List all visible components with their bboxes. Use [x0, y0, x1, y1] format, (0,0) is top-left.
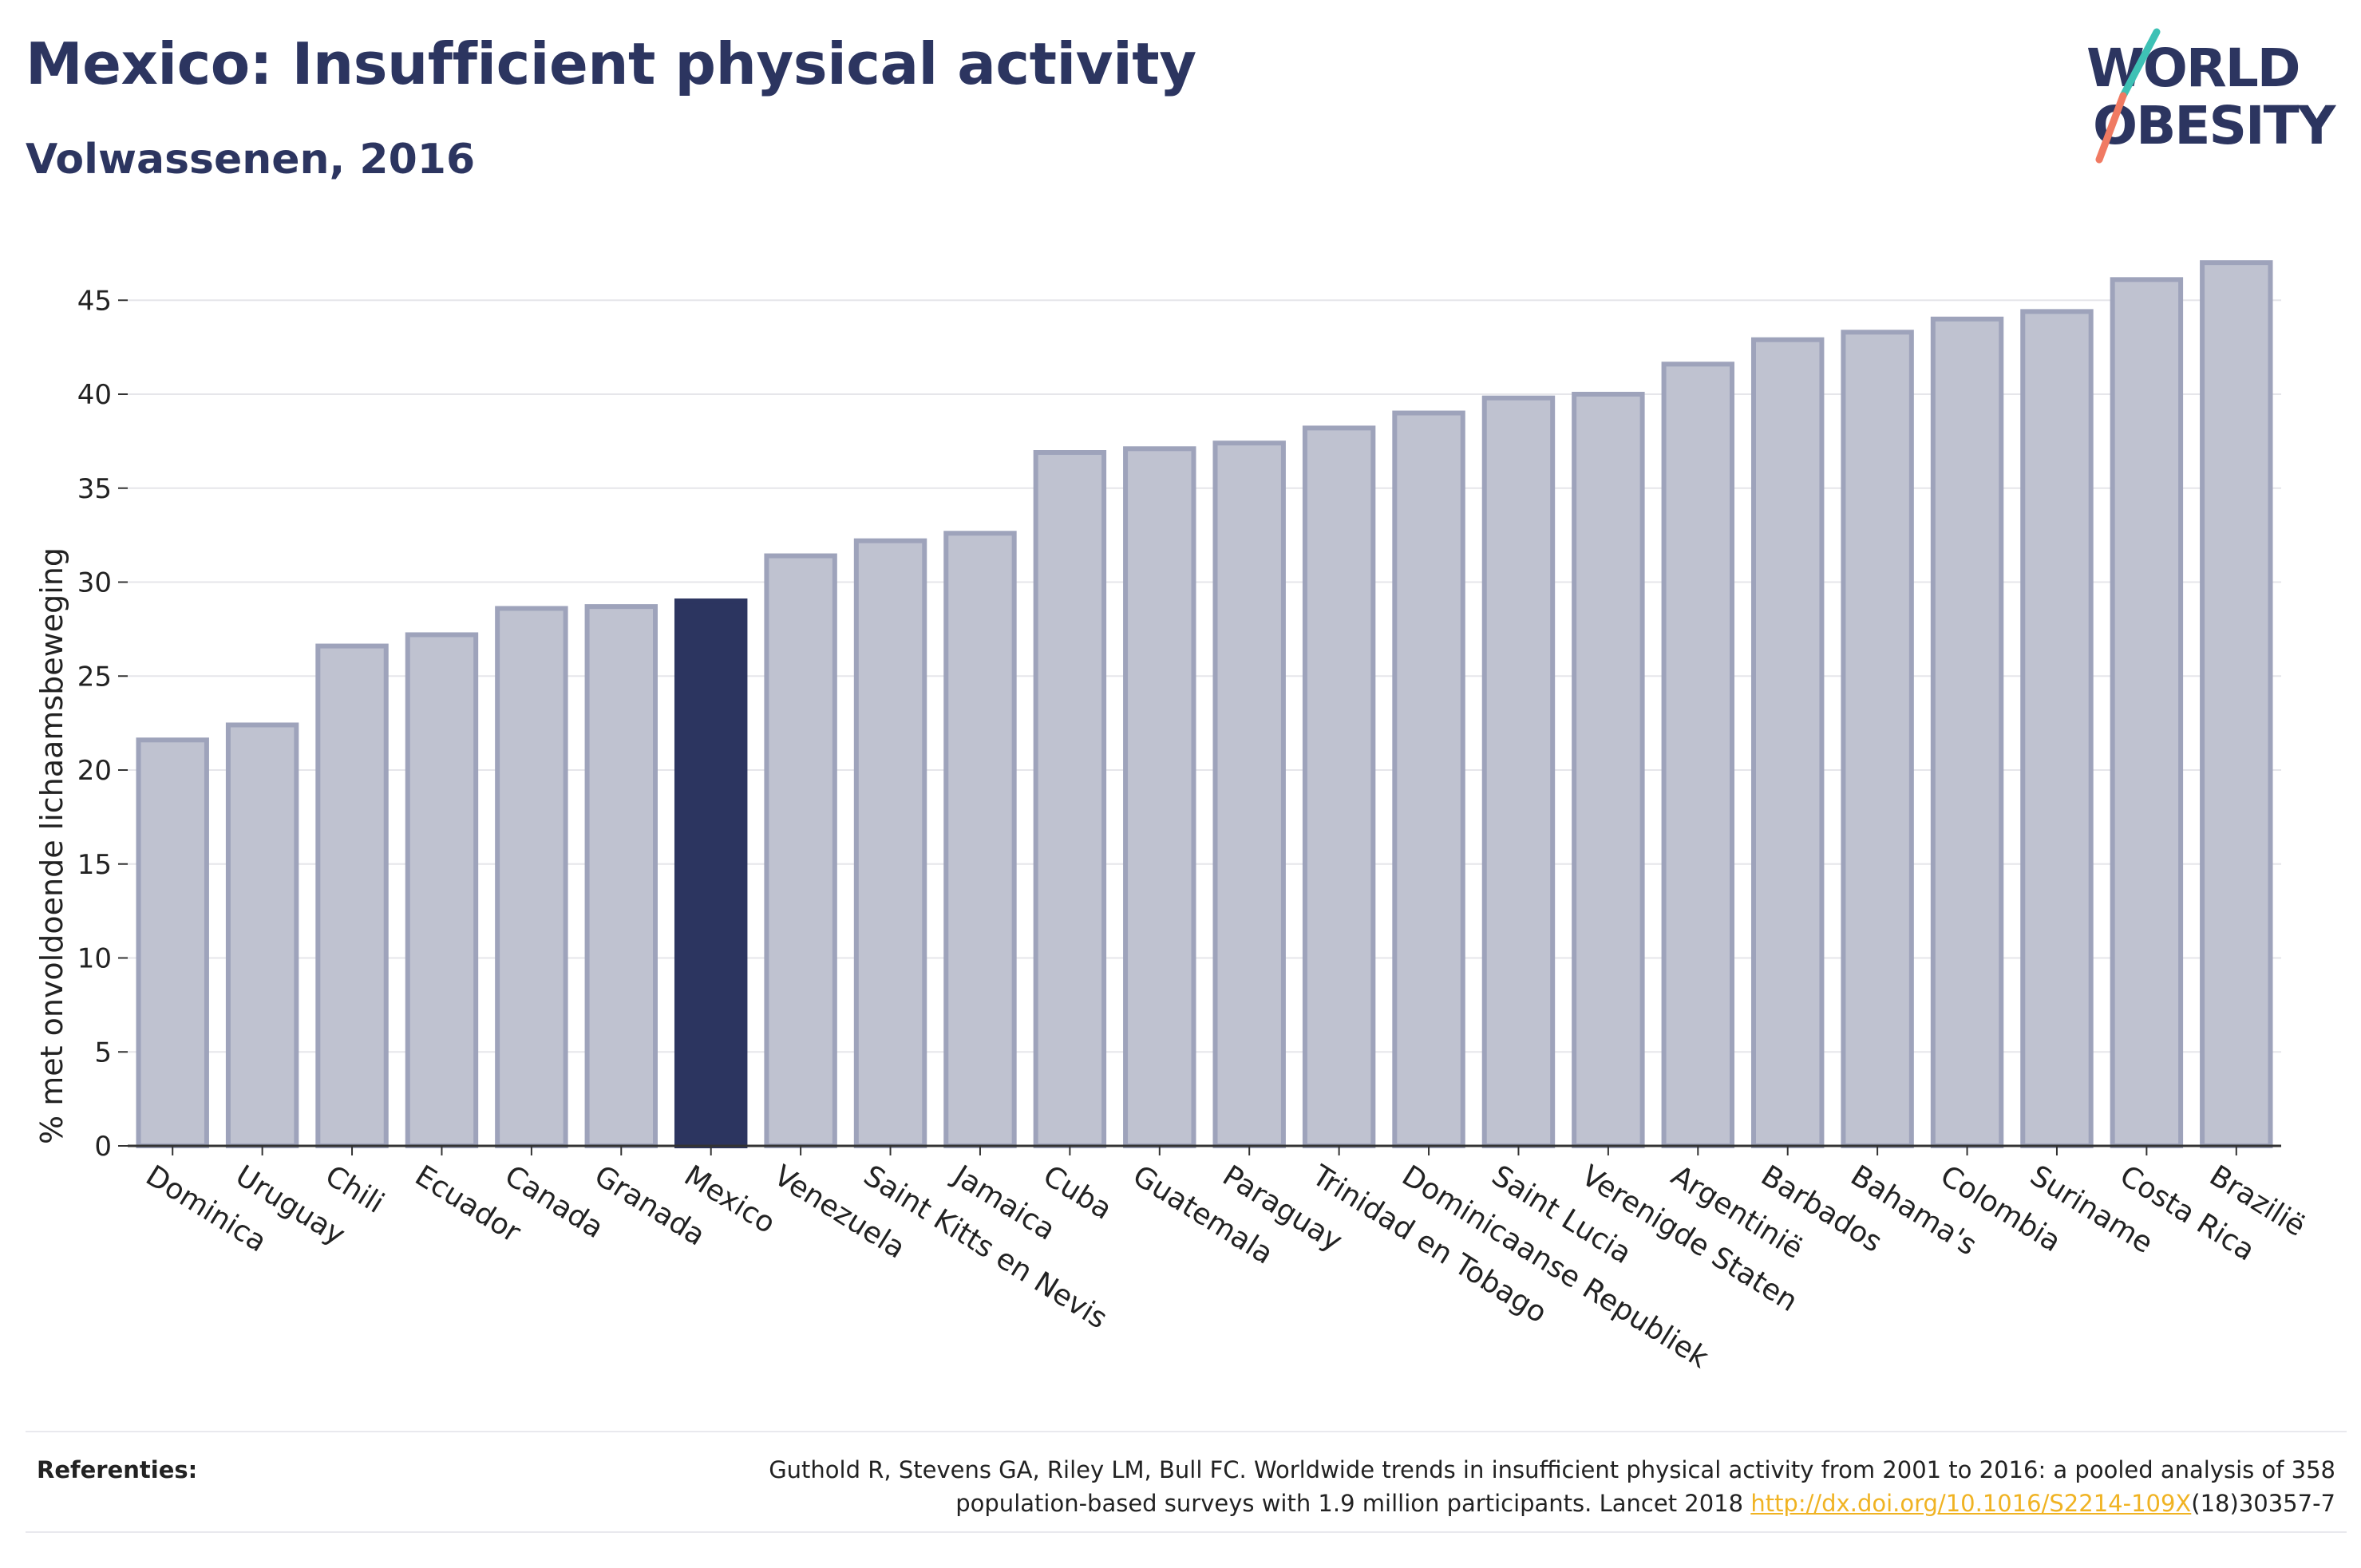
bar-dominicaanse-republiek	[1392, 410, 1465, 1148]
bar-saint-lucia	[1481, 395, 1556, 1148]
reference-line-2-end: (18)30357-7	[2191, 1490, 2335, 1517]
doi-link[interactable]: http://dx.doi.org/10.1016/S2214-109X	[1750, 1490, 2192, 1517]
bar-costa-rica	[2110, 277, 2184, 1149]
bar-mexico	[674, 598, 748, 1148]
bar-bahama-s	[1841, 330, 1914, 1149]
y-tick-label: 10	[77, 943, 112, 975]
y-tick-label: 30	[77, 567, 112, 599]
grid-lines	[128, 299, 2281, 1053]
y-tick-label: 5	[94, 1037, 112, 1068]
y-tick-label: 0	[94, 1131, 112, 1163]
y-tick-label: 40	[77, 379, 112, 411]
bars	[136, 260, 2273, 1149]
logo-line2: OBESITY	[2093, 95, 2337, 156]
bar-colombia	[1930, 316, 2004, 1148]
reference-line-2: population-based surveys with 1.9 millio…	[769, 1487, 2335, 1520]
y-axis-label: % met onvoldoende lichaamsbeweging	[34, 547, 69, 1144]
bar-cuba	[1033, 450, 1107, 1148]
references-text: Guthold R, Stevens GA, Riley LM, Bull FC…	[769, 1453, 2335, 1520]
reference-line-1: Guthold R, Stevens GA, Riley LM, Bull FC…	[769, 1456, 2335, 1483]
footer: Referenties: Guthold R, Stevens GA, Rile…	[26, 1431, 2347, 1533]
bar-argentini-	[1661, 361, 1735, 1148]
y-tick-label: 45	[77, 285, 112, 317]
page-subtitle: Volwassenen, 2016	[26, 136, 476, 184]
bar-canada	[495, 606, 568, 1148]
bar-verenigde-staten	[1572, 392, 1645, 1148]
bar-saint-kitts-en-nevis	[853, 538, 927, 1148]
y-tick-label: 20	[77, 755, 112, 787]
bar-guatemala	[1123, 446, 1196, 1148]
bar-jamaica	[943, 531, 1017, 1148]
bar-granada	[584, 604, 658, 1148]
bar-suriname	[2020, 309, 2094, 1148]
bar-venezuela	[764, 553, 837, 1148]
logo-slash-teal	[2119, 28, 2161, 100]
y-tick-label: 25	[77, 661, 112, 693]
bar-dominica	[136, 737, 209, 1148]
bar-chili	[315, 643, 389, 1148]
references-label: Referenties:	[37, 1456, 198, 1483]
bar-uruguay	[225, 722, 299, 1148]
bar-paraguay	[1212, 440, 1286, 1148]
logo-line1: WORLD	[2086, 38, 2300, 99]
bar-ecuador	[405, 632, 479, 1148]
y-tick-label: 15	[77, 849, 112, 881]
page-title: Mexico: Insufficient physical activity	[26, 30, 1196, 97]
bar-trinidad-en-tobago	[1302, 425, 1376, 1148]
reference-line-2-start: population-based surveys with 1.9 millio…	[955, 1490, 1751, 1517]
bar-brazili-	[2200, 260, 2273, 1148]
logo-slash-coral	[2095, 92, 2127, 164]
bar-barbados	[1750, 337, 1825, 1148]
world-obesity-logo: WORLD OBESITY	[2086, 28, 2339, 164]
y-tick-label: 35	[77, 473, 112, 505]
